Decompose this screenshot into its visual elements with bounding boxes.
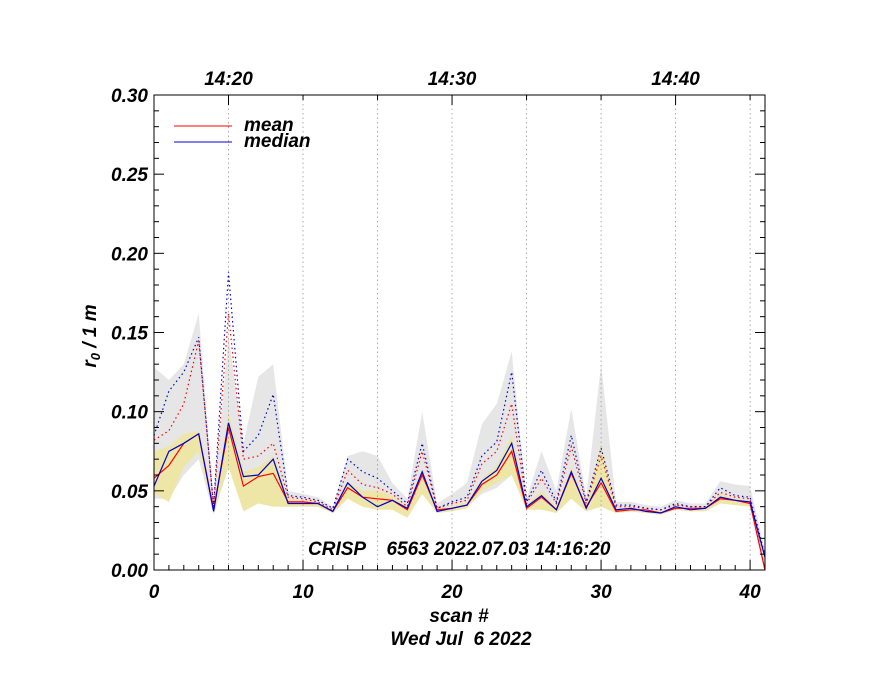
y-tick-label: 0.20 (111, 244, 148, 265)
y-axis-title: r0 / 1 m (80, 304, 103, 367)
x-tick-label: 20 (440, 582, 463, 603)
y-axis-title-sub: 0 (88, 352, 103, 360)
legend-mean-label: mean (244, 115, 294, 136)
x-tick-label: 0 (149, 582, 160, 603)
y-axis-title-main: r (80, 359, 101, 368)
series-lines-layer (153, 422, 766, 571)
y-tick-label: 0.10 (111, 403, 148, 424)
bands-layer (154, 313, 765, 570)
series-line-median (153, 422, 766, 558)
y-tick-label: 0.15 (111, 324, 148, 345)
y-tick-label: 0.25 (111, 165, 148, 186)
yellow-band (154, 411, 765, 570)
annotation-text: CRISP 6563 2022.07.03 14:16:20 (308, 539, 611, 560)
x-axis-title: scan # (429, 606, 489, 627)
y-tick-label: 0.30 (111, 86, 148, 107)
top-time-label: 14:20 (204, 69, 253, 90)
dotted-upper-layer (153, 272, 766, 571)
y-tick-label: 0.00 (111, 561, 148, 582)
tick-labels: 0 10 20 30 40 0.00 0.05 0.10 0.15 0.20 0.25 0.30 14:… (111, 69, 761, 603)
top-time-label: 14:30 (428, 69, 477, 90)
y-axis-title-rest: / 1 m (80, 304, 101, 353)
y-tick-label: 0.05 (111, 482, 148, 503)
legend-median-label: median (244, 131, 311, 152)
date-label: Wed Jul 6 2022 (390, 629, 532, 650)
axis-ticks (153, 94, 766, 571)
x-tick-label: 40 (739, 582, 762, 603)
median-upper-dotted (153, 272, 766, 556)
legend: mean median (174, 115, 311, 152)
x-tick-label: 10 (292, 582, 314, 603)
x-tick-label: 30 (591, 582, 613, 603)
top-time-label: 14:40 (651, 69, 700, 90)
